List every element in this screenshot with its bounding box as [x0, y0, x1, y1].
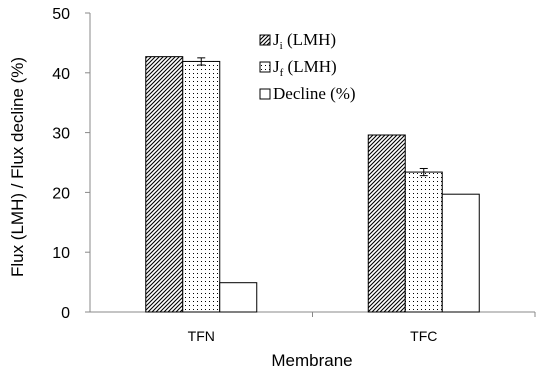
bars	[145, 56, 480, 313]
bar	[404, 171, 443, 313]
legend-label: Ji (LMH)	[273, 30, 336, 52]
error-bars	[197, 57, 428, 177]
legend-label: Decline (%)	[273, 84, 356, 103]
y-tick-label: 20	[52, 185, 70, 202]
y-tick-label: 50	[52, 6, 70, 23]
y-axis-title: Flux (LMH) / Flux decline (%)	[8, 57, 27, 277]
y-tick-label: 0	[61, 305, 70, 322]
bar	[145, 56, 184, 313]
legend-swatch	[259, 61, 271, 73]
y-tick-label: 40	[52, 66, 70, 83]
x-axis: TFN TFC	[90, 311, 536, 344]
bar	[441, 193, 480, 313]
bar	[367, 134, 406, 313]
y-tick-label: 30	[52, 126, 70, 143]
legend-swatch	[259, 88, 271, 100]
y-axis: 0 10 20 30 40 50	[52, 6, 91, 322]
y-tick-label: 10	[52, 245, 70, 262]
legend-label: Jf (LMH)	[273, 57, 337, 79]
legend-swatch	[259, 34, 271, 46]
bar	[219, 282, 258, 313]
legend: Ji (LMH) Jf (LMH) Decline (%)	[259, 30, 356, 103]
bar	[182, 60, 221, 313]
x-axis-title: Membrane	[271, 351, 352, 370]
x-category-label: TFC	[410, 328, 437, 344]
x-category-label: TFN	[188, 328, 215, 344]
